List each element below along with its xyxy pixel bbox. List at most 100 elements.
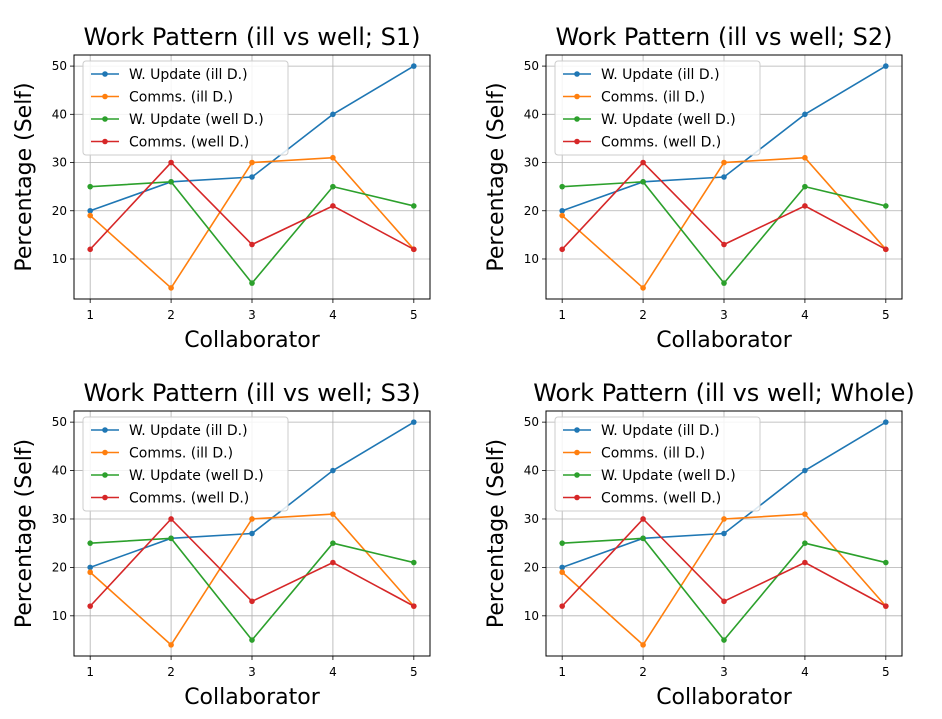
legend-label: W. Update (ill D.) — [129, 423, 248, 439]
series-line — [559, 179, 889, 286]
y-tick-label: 10 — [52, 609, 67, 623]
data-point — [802, 203, 808, 209]
series-line — [559, 535, 889, 643]
data-point — [249, 516, 255, 522]
x-tick-label: 3 — [720, 665, 728, 679]
data-point — [559, 246, 565, 253]
data-point — [249, 530, 255, 537]
legend-marker — [574, 116, 580, 122]
data-point — [330, 559, 336, 566]
data-point — [640, 516, 646, 522]
chart-title: Work Pattern (ill vs well; S1) — [83, 23, 420, 51]
x-tick-label: 4 — [801, 308, 809, 322]
data-point — [640, 642, 646, 648]
y-tick-label: 20 — [524, 204, 539, 218]
chart-panel-s3: Work Pattern (ill vs well; S3) Collabora… — [12, 379, 431, 710]
data-point — [330, 111, 336, 118]
legend-marker — [102, 116, 108, 122]
data-point — [640, 535, 646, 542]
data-point — [883, 203, 889, 209]
data-point — [721, 280, 727, 286]
data-point — [802, 183, 808, 190]
data-point — [330, 203, 336, 209]
data-point — [883, 63, 889, 69]
legend-label: W. Update (well D.) — [129, 468, 264, 484]
legend: W. Update (ill D.) Comms. (ill D.) W. Upda… — [82, 416, 289, 512]
data-point — [802, 154, 808, 161]
legend-box — [82, 416, 289, 512]
y-tick-label: 30 — [52, 512, 67, 526]
legend-label: Comms. (ill D.) — [601, 446, 705, 462]
x-tick-label: 1 — [558, 308, 566, 322]
y-axis-label: Percentage (Self) — [484, 439, 509, 628]
legend-label: W. Update (well D.) — [129, 112, 264, 128]
x-tick-label: 4 — [329, 308, 337, 322]
data-point — [721, 637, 727, 643]
y-tick-label: 10 — [524, 252, 539, 266]
x-axis-label: Collaborator — [184, 328, 321, 353]
legend-label: W. Update (well D.) — [601, 468, 736, 484]
data-point — [721, 241, 727, 248]
data-point — [559, 212, 565, 219]
data-point — [87, 207, 93, 214]
x-tick-label: 5 — [882, 308, 890, 322]
x-tick-label: 3 — [248, 665, 256, 679]
data-point — [883, 559, 889, 566]
data-point — [883, 419, 889, 425]
data-point — [559, 569, 565, 576]
legend-label: W. Update (well D.) — [601, 112, 736, 128]
y-tick-label: 50 — [52, 59, 67, 73]
legend-label: W. Update (ill D.) — [129, 67, 248, 83]
x-tick-label: 2 — [639, 308, 647, 322]
data-point — [802, 511, 808, 517]
data-point — [640, 179, 646, 185]
data-point — [802, 111, 808, 118]
series-line — [87, 516, 417, 609]
legend-label: Comms. (well D.) — [601, 491, 721, 507]
y-tick-label: 40 — [52, 464, 67, 478]
x-tick-label: 5 — [410, 665, 418, 679]
x-tick-label: 5 — [882, 665, 890, 679]
legend-marker — [574, 71, 580, 77]
legend-box — [82, 60, 289, 156]
y-tick-label: 50 — [52, 415, 67, 429]
data-point — [249, 637, 255, 643]
y-axis-label: Percentage (Self) — [12, 82, 37, 271]
legend-label: W. Update (ill D.) — [601, 423, 720, 439]
x-axis-label: Collaborator — [184, 685, 321, 710]
plot-frame — [73, 54, 431, 300]
legend-label: W. Update (ill D.) — [601, 67, 720, 83]
data-point — [411, 419, 417, 425]
x-tick-label: 4 — [329, 665, 337, 679]
data-point — [87, 564, 93, 571]
plot-frame — [545, 54, 903, 300]
y-tick-label: 10 — [52, 252, 67, 266]
data-point — [559, 540, 565, 546]
data-point — [411, 559, 417, 566]
data-point — [249, 159, 255, 166]
data-point — [411, 63, 417, 69]
data-point — [721, 516, 727, 522]
y-tick-label: 20 — [52, 560, 67, 574]
data-point — [640, 159, 646, 166]
legend-marker — [574, 494, 580, 501]
data-point — [883, 603, 889, 609]
legend-label: Comms. (ill D.) — [129, 90, 233, 106]
data-point — [411, 246, 417, 253]
data-point — [168, 285, 174, 291]
chart-panel-s2: Work Pattern (ill vs well; S2) Collabora… — [484, 23, 903, 353]
y-tick-label: 50 — [524, 59, 539, 73]
data-point — [249, 174, 255, 180]
chart-panel-whole: Work Pattern (ill vs well; Whole) Collab… — [484, 379, 915, 710]
data-point — [330, 540, 336, 546]
plot-frame — [545, 410, 903, 657]
legend-marker — [574, 449, 580, 456]
data-point — [802, 467, 808, 474]
data-point — [330, 183, 336, 190]
x-tick-label: 2 — [167, 308, 175, 322]
y-tick-label: 40 — [524, 464, 539, 478]
data-point — [87, 212, 93, 219]
plot-frame — [73, 410, 431, 657]
series-line — [87, 535, 417, 643]
series-line — [87, 179, 417, 286]
